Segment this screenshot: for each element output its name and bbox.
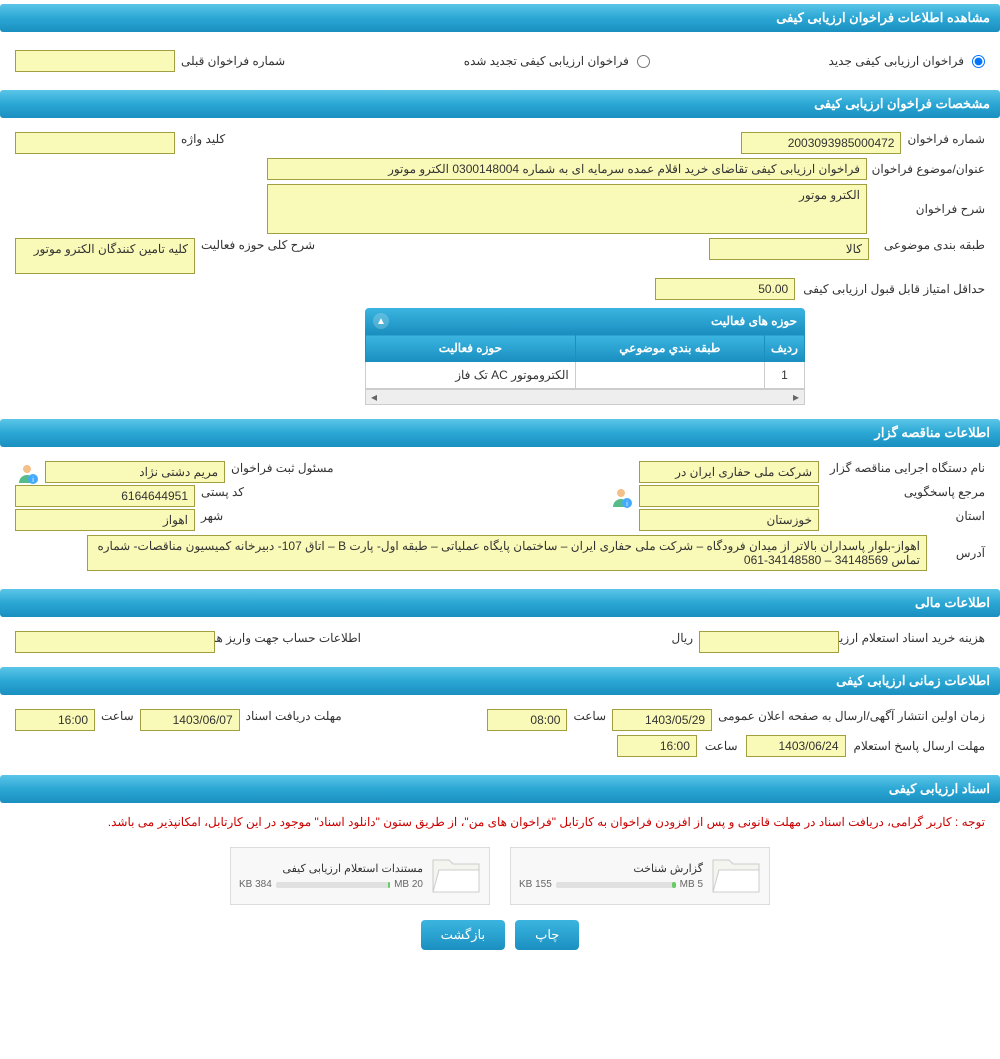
- hour-label-1: ساعت: [573, 709, 606, 723]
- scroll-right-icon[interactable]: ▸: [788, 390, 804, 404]
- address-field: اهواز-بلوار پاسداران بالاتر از میدان فرو…: [87, 535, 927, 571]
- deadline-recv-label: مهلت دریافت اسناد: [246, 709, 342, 723]
- exec-field: شرکت ملی حفاری ایران در: [639, 461, 819, 483]
- cell-scope: الکتروموتور AC تک فاز: [366, 362, 576, 389]
- section-header-spec: مشخصات فراخوان ارزیابی کیفی: [0, 90, 1000, 118]
- prev-call-num-field: [15, 50, 175, 72]
- file1-progress: [556, 882, 676, 888]
- deadline-recv-date-field: 1403/06/07: [140, 709, 240, 731]
- col-category: طبقه بندي موضوعي: [575, 335, 764, 362]
- activity-table-header: حوزه های فعالیت ▲: [365, 308, 805, 334]
- city-label: شهر: [201, 509, 223, 523]
- subject-label: عنوان/موضوع فراخوان: [875, 162, 985, 176]
- province-label: استان: [825, 509, 985, 523]
- deadline-resp-label: مهلت ارسال پاسخ استعلام: [854, 739, 985, 753]
- min-score-label: حداقل امتیاز قابل قبول ارزیابی کیفی: [803, 282, 985, 296]
- folder-icon: [711, 856, 761, 896]
- file1-max: 5 MB: [680, 879, 703, 890]
- docs-notice: توجه : کاربر گرامی، دریافت اسناد در مهلت…: [0, 807, 1000, 837]
- account-label: اطلاعات حساب جهت واریز هزینه خرید اسناد: [221, 631, 361, 645]
- file1-size: 155 KB: [519, 879, 552, 890]
- file2-progress: [276, 882, 390, 888]
- section-header-financial: اطلاعات مالی: [0, 589, 1000, 617]
- desc-field: الکترو موتور: [267, 184, 867, 234]
- category-field: کالا: [709, 238, 869, 260]
- category-label: طبقه بندی موضوعی: [875, 238, 985, 252]
- first-pub-time-field: 08:00: [487, 709, 567, 731]
- call-num-label: شماره فراخوان: [907, 132, 985, 146]
- keyword-field: [15, 132, 175, 154]
- folder-row: گزارش شناخت 5 MB 155 KB مستندات استعلام …: [0, 847, 1000, 905]
- col-row-num: ردیف: [765, 335, 805, 362]
- postal-field: 6164644951: [15, 485, 195, 507]
- radio-new-call[interactable]: [972, 55, 985, 68]
- file2-title: مستندات استعلام ارزیابی کیفی: [239, 862, 423, 875]
- reg-officer-field: مریم دشتی نژاد: [45, 461, 225, 483]
- account-field: [15, 631, 215, 653]
- city-field: اهواز: [15, 509, 195, 531]
- file2-max: 20 MB: [394, 879, 423, 890]
- responder-field: [639, 485, 819, 507]
- activity-box: حوزه های فعالیت ▲ ردیف طبقه بندي موضوعي …: [365, 308, 805, 405]
- file2-size: 384 KB: [239, 879, 272, 890]
- section-header-org: اطلاعات مناقصه گزار: [0, 419, 1000, 447]
- deadline-resp-time-field: 16:00: [617, 735, 697, 757]
- province-field: خوزستان: [639, 509, 819, 531]
- prev-call-num-label: شماره فراخوان قبلی: [181, 54, 285, 68]
- file1-title: گزارش شناخت: [519, 862, 703, 875]
- rial-label: ریال: [671, 631, 693, 645]
- col-scope: حوزه فعالیت: [366, 335, 576, 362]
- top-form-area: فراخوان ارزیابی کیفی جدید فراخوان ارزیاب…: [0, 36, 1000, 86]
- table-scrollbar[interactable]: ▸ ◂: [365, 389, 805, 405]
- button-row: چاپ بازگشت: [0, 920, 1000, 950]
- call-num-field: 2003093985000472: [741, 132, 901, 154]
- cell-row-num: 1: [765, 362, 805, 389]
- radio-renewed-label: فراخوان ارزیابی کیفی تجدید شده: [464, 54, 629, 68]
- first-pub-label: زمان اولین انتشار آگهی/ارسال به صفحه اعل…: [718, 709, 985, 723]
- folder-icon: [431, 856, 481, 896]
- table-row: 1 الکتروموتور AC تک فاز: [366, 362, 805, 389]
- cost-label: هزینه خرید اسناد استعلام ارزیابی کیفی: [845, 631, 985, 645]
- desc-label: شرح فراخوان: [875, 202, 985, 216]
- deadline-recv-time-field: 16:00: [15, 709, 95, 731]
- hour-label-2: ساعت: [101, 709, 134, 723]
- deadline-resp-date-field: 1403/06/24: [746, 735, 846, 757]
- hour-label-3: ساعت: [705, 739, 738, 753]
- cost-field: [699, 631, 839, 653]
- radio-new-label: فراخوان ارزیابی کیفی جدید: [829, 54, 964, 68]
- user-icon: i: [15, 461, 39, 485]
- fin-form-area: هزینه خرید اسناد استعلام ارزیابی کیفی ری…: [0, 621, 1000, 663]
- folder-item-report[interactable]: گزارش شناخت 5 MB 155 KB: [510, 847, 770, 905]
- scroll-left-icon[interactable]: ◂: [366, 390, 382, 404]
- spec-form-area: شماره فراخوان 2003093985000472 کلید واژه…: [0, 122, 1000, 415]
- back-button[interactable]: بازگشت: [421, 920, 505, 950]
- section-header-time: اطلاعات زمانی ارزیابی کیفی: [0, 667, 1000, 695]
- radio-renewed-call[interactable]: [637, 55, 650, 68]
- responder-label: مرجع پاسخگویی: [825, 485, 985, 499]
- subject-field: فراخوان ارزیابی کیفی تقاضای خرید اقلام ع…: [267, 158, 867, 180]
- activity-scope-field: کلیه تامین کنندگان الکترو موتور: [15, 238, 195, 274]
- activity-table: ردیف طبقه بندي موضوعي حوزه فعالیت 1 الکت…: [365, 334, 805, 389]
- user-icon: i: [609, 485, 633, 509]
- exec-label: نام دستگاه اجرایی مناقصه گزار: [825, 461, 985, 475]
- keyword-label: کلید واژه: [181, 132, 225, 146]
- reg-officer-label: مسئول ثبت فراخوان: [231, 461, 334, 475]
- print-button[interactable]: چاپ: [515, 920, 579, 950]
- activity-header-title: حوزه های فعالیت: [711, 314, 797, 328]
- section-header-view-info: مشاهده اطلاعات فراخوان ارزیابی کیفی: [0, 4, 1000, 32]
- first-pub-date-field: 1403/05/29: [612, 709, 712, 731]
- folder-item-docs[interactable]: مستندات استعلام ارزیابی کیفی 20 MB 384 K…: [230, 847, 490, 905]
- activity-scope-label: شرح کلی حوزه فعالیت: [201, 238, 315, 252]
- cell-category: [575, 362, 764, 389]
- collapse-icon[interactable]: ▲: [373, 313, 389, 329]
- address-label: آدرس: [935, 546, 985, 560]
- org-form-area: نام دستگاه اجرایی مناقصه گزار شرکت ملی ح…: [0, 451, 1000, 585]
- time-form-area: زمان اولین انتشار آگهی/ارسال به صفحه اعل…: [0, 699, 1000, 771]
- section-header-docs: اسناد ارزیابی کیفی: [0, 775, 1000, 803]
- postal-label: کد پستی: [201, 485, 244, 499]
- min-score-field: 50.00: [655, 278, 795, 300]
